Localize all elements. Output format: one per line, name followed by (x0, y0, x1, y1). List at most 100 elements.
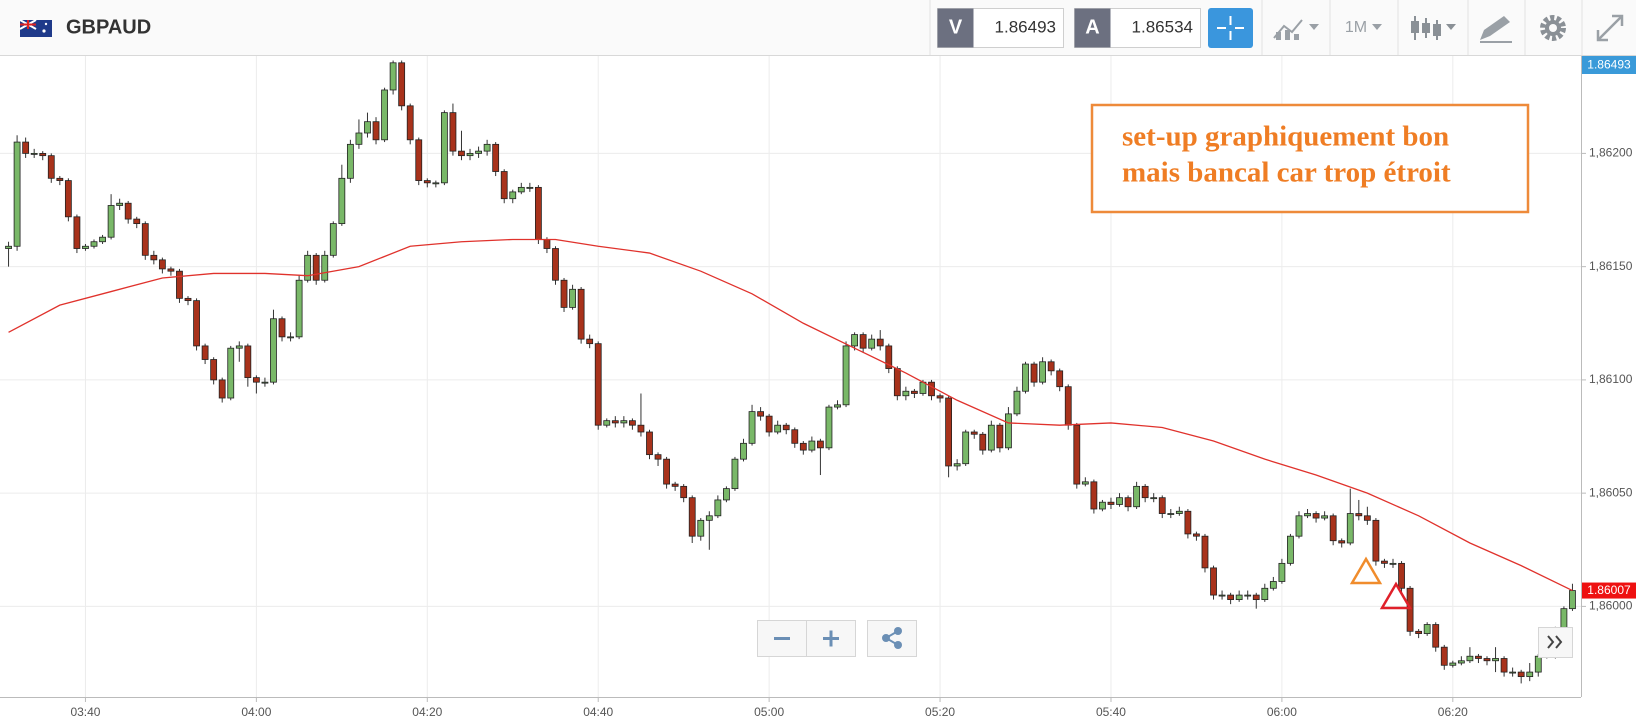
candle-body (731, 458, 739, 490)
x-tick-label: 05:00 (754, 705, 784, 719)
y-tick-label: 1,86000 (1589, 599, 1633, 613)
candle-body (543, 239, 551, 249)
candle-body (611, 420, 619, 424)
candle-body (1030, 363, 1038, 383)
candle-body (158, 259, 166, 270)
candle-body (449, 112, 457, 152)
candle-body (1261, 587, 1269, 601)
candle-body (261, 381, 269, 384)
candle-body (799, 442, 807, 451)
candle-body (82, 245, 89, 249)
candle-body (842, 345, 850, 406)
drawing-button[interactable] (1480, 16, 1512, 43)
candle-body (193, 300, 200, 347)
candle-body (970, 431, 978, 435)
chart-type-button[interactable] (1273, 19, 1319, 40)
signal-triangle (1379, 581, 1413, 610)
x-tick-label: 05:20 (925, 705, 955, 719)
candle-body (287, 336, 294, 339)
candle-body (1150, 497, 1158, 500)
candle-body (560, 279, 568, 308)
candle-body (859, 334, 867, 349)
settings-button[interactable] (1540, 15, 1566, 41)
candle-body (1073, 424, 1081, 485)
candle-body (227, 347, 235, 399)
timeframe: 1M (1345, 19, 1367, 36)
sell-label: V (949, 16, 963, 38)
candle-body (1133, 485, 1141, 508)
candle-body (885, 345, 893, 369)
candle-body (1175, 510, 1183, 514)
candle-body (748, 411, 756, 444)
candle-body (1338, 540, 1346, 544)
candle-body (13, 141, 21, 247)
candle-body (1423, 624, 1431, 634)
candle-body (423, 180, 431, 184)
candle-body (372, 121, 380, 141)
candle-body (1141, 485, 1149, 499)
candle-body (1483, 658, 1491, 662)
crosshair-button[interactable] (1208, 8, 1253, 48)
candle-body (697, 519, 705, 537)
candle-body (73, 216, 81, 249)
y-tick-label: 1,86100 (1589, 372, 1633, 386)
buy-button[interactable]: A 1.86534 (1074, 8, 1201, 48)
candle-body (509, 191, 517, 200)
fullscreen-button[interactable] (1596, 14, 1624, 42)
candle-body (22, 141, 30, 154)
candle-body (150, 254, 158, 261)
candle-body (671, 483, 679, 487)
zoom-in-button[interactable] (806, 620, 856, 657)
candle-body (415, 139, 423, 181)
plot-area (0, 56, 1581, 697)
share-button[interactable] (867, 620, 917, 657)
x-tick-label: 04:00 (241, 705, 271, 719)
bid-price-tag (1582, 56, 1636, 74)
candle-body (1235, 594, 1243, 601)
candle-body (1158, 497, 1166, 514)
zoom-out-button[interactable] (757, 620, 807, 657)
candle-body (466, 152, 474, 157)
candle-body (312, 254, 320, 281)
x-tick-label: 03:40 (70, 705, 100, 719)
candle-body (936, 395, 944, 399)
candle-body (321, 254, 329, 281)
candle-body (534, 186, 542, 240)
candle-body (774, 424, 782, 433)
scroll-to-end-button[interactable] (1538, 627, 1573, 658)
candle-body (1167, 513, 1175, 515)
sell-button[interactable]: V 1.86493 (937, 8, 1064, 48)
bid-price-tag-text: 1.86493 (1587, 58, 1631, 72)
candle-body (688, 497, 696, 537)
candle-body (646, 431, 653, 456)
x-tick-label: 05:40 (1096, 705, 1126, 719)
candle-body (1304, 513, 1311, 517)
candle-body (184, 297, 192, 302)
candle-body (1492, 658, 1499, 662)
x-tick-label: 06:20 (1438, 705, 1468, 719)
candle-body (304, 254, 312, 281)
candle-body (47, 155, 55, 179)
candle-body (663, 458, 670, 485)
timeframe-button[interactable]: 1M (1345, 19, 1382, 36)
candle-body (210, 359, 218, 381)
last-price-tag-text: 1.86007 (1587, 583, 1631, 597)
sell-price: 1.86493 (995, 17, 1056, 36)
candle-body (1252, 594, 1260, 601)
candle-body (1039, 361, 1047, 383)
flag-icon (19, 19, 52, 37)
candle-body (167, 268, 175, 272)
candle-body (586, 338, 594, 345)
candle-body (791, 429, 799, 444)
candle-body (1398, 562, 1405, 589)
y-tick-label: 1,86050 (1589, 485, 1633, 499)
candle-body (979, 433, 987, 451)
last-price-tag (1582, 582, 1636, 599)
candle-body (1517, 671, 1525, 678)
candle-body (64, 180, 72, 218)
candle-body (1329, 515, 1337, 542)
candle-style-button[interactable] (1411, 16, 1456, 40)
candle-body (252, 377, 260, 383)
moving-average-line (8, 238, 1573, 592)
candle-body (364, 121, 371, 134)
